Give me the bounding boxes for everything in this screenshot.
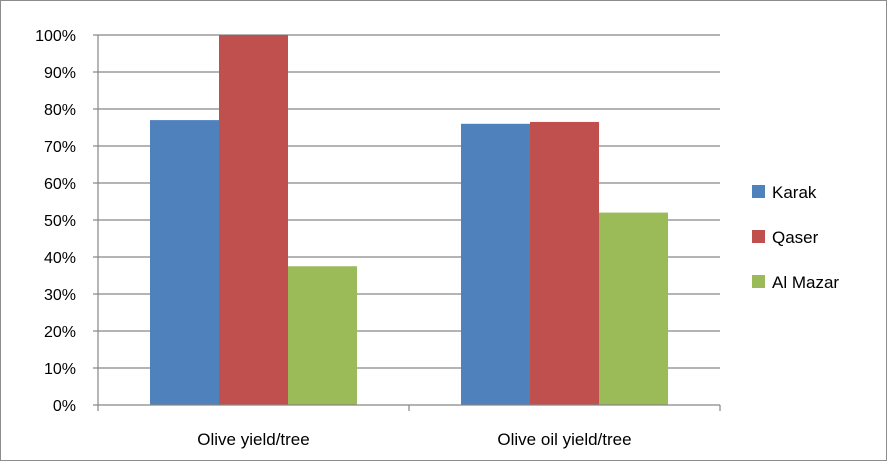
bar-qaser xyxy=(219,35,288,405)
y-axis-tick-labels: 0% 10% 20% 30% 40% 50% 60% 70% 80% 90% 100% xyxy=(35,28,76,415)
y-tick-label: 90% xyxy=(44,65,76,82)
legend-label: Al Mazar xyxy=(772,273,839,292)
bars xyxy=(150,35,668,406)
x-tick-label: Olive oil yield/tree xyxy=(497,430,631,449)
y-tick-label: 70% xyxy=(44,139,76,156)
bar-al-mazar xyxy=(288,266,357,405)
bar-al-mazar xyxy=(599,212,668,405)
axes xyxy=(93,34,721,411)
y-tick-label: 80% xyxy=(44,102,76,119)
y-tick-label: 50% xyxy=(44,213,76,230)
y-tick-label: 100% xyxy=(35,28,76,45)
x-axis-tick-labels: Olive yield/tree Olive oil yield/tree xyxy=(197,430,631,449)
y-tick-label: 10% xyxy=(44,361,76,378)
x-tick-label: Olive yield/tree xyxy=(197,430,309,449)
bar-karak xyxy=(461,123,530,406)
legend: Karak Qaser Al Mazar xyxy=(752,183,839,292)
legend-swatch xyxy=(752,230,765,243)
y-tick-label: 40% xyxy=(44,250,76,267)
y-tick-label: 20% xyxy=(44,324,76,341)
legend-swatch xyxy=(752,185,765,198)
legend-label: Karak xyxy=(772,183,817,202)
y-tick-label: 60% xyxy=(44,176,76,193)
bar-karak xyxy=(150,120,219,405)
y-tick-label: 30% xyxy=(44,287,76,304)
bar-qaser xyxy=(530,121,599,405)
legend-swatch xyxy=(752,275,765,288)
legend-label: Qaser xyxy=(772,228,819,247)
y-tick-label: 0% xyxy=(53,398,76,415)
